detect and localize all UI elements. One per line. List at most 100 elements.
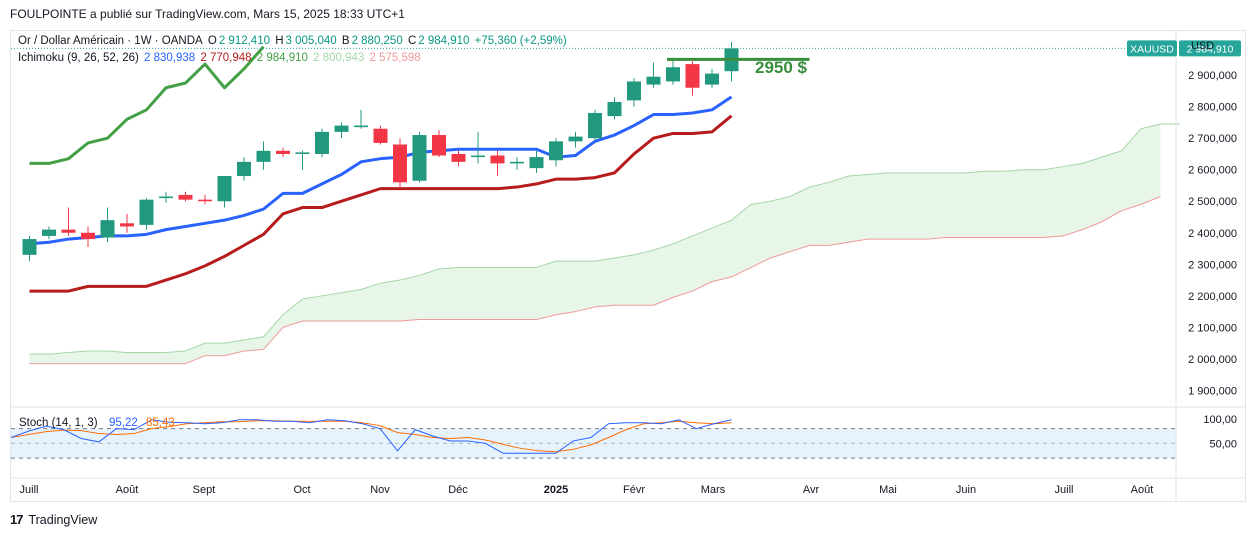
annotation-2950[interactable]: 2950 $: [755, 58, 808, 77]
price-tick-label: 2 000,000: [1188, 354, 1237, 366]
annotation-layer: [11, 47, 1176, 61]
candles: [22, 42, 739, 262]
ichimoku-label[interactable]: Ichimoku (9, 26, 52, 26): [18, 52, 139, 64]
time-axis-label: Mai: [879, 484, 897, 496]
candle-body: [354, 125, 368, 128]
candle-body: [100, 220, 115, 238]
ichimoku-cloud: [29, 123, 1180, 365]
candle-body: [178, 194, 193, 200]
candle-body: [705, 73, 719, 85]
candle-body: [666, 67, 680, 82]
stoch-d-value: 85,43: [146, 417, 175, 429]
candle-body: [295, 152, 310, 154]
time-axis-label: Déc: [448, 484, 468, 496]
candle-body: [159, 196, 173, 199]
price-tick-label: 2 700,000: [1188, 133, 1237, 145]
tradingview-logo-icon[interactable]: 17: [10, 512, 24, 527]
price-tick-label: 2 400,000: [1188, 228, 1237, 240]
time-axis-label: Nov: [370, 484, 390, 496]
candle-body: [432, 135, 446, 156]
span-a-line: [29, 123, 1180, 355]
candle-body: [61, 229, 76, 233]
time-axis-label: Août: [116, 484, 139, 496]
price-tick-label: 2 100,000: [1188, 322, 1237, 334]
open-label: O: [207, 35, 217, 47]
candle-body: [139, 199, 154, 225]
high-value: 3 005,040: [285, 35, 337, 47]
tenkan-value: 2 830,938: [144, 52, 196, 64]
stoch-k-value: 95,22: [109, 417, 138, 429]
price-tick-label: 2 800,000: [1188, 102, 1237, 114]
candle-body: [412, 135, 427, 181]
stoch-label: Stoch (14, 1, 3): [19, 417, 98, 429]
candle-body: [256, 150, 271, 162]
stoch-d-line: [11, 420, 732, 453]
candle-body: [588, 112, 602, 139]
stoch-pane: Stoch (14, 1, 3) 95,22 85,43: [11, 417, 1176, 459]
symbol-tag: XAUUSD: [1130, 43, 1174, 55]
close-label: C: [407, 35, 417, 47]
price-tick-label: 2 300,000: [1188, 259, 1237, 271]
last-price-tags: XAUUSD 2 984,910: [1127, 40, 1241, 57]
candle-body: [42, 229, 56, 236]
symbol-tag-bg: [1127, 40, 1177, 57]
time-axis-label: Avr: [803, 484, 820, 496]
price-tick-label: 2 900,000: [1188, 70, 1237, 82]
candle-body: [529, 157, 544, 169]
candle-body: [22, 239, 37, 255]
chart-panel[interactable]: Stoch (14, 1, 3) 95,22 85,43 2 900,000 2 80…: [10, 30, 1246, 502]
candle-body: [627, 81, 641, 101]
low-label: B: [341, 35, 350, 47]
candle-body: [490, 155, 505, 164]
open-value: 2 912,410: [218, 35, 270, 47]
candle-body: [646, 76, 661, 85]
span-b-value: 2 575,598: [369, 52, 421, 64]
last-price-tag: 2 984,910: [1187, 43, 1234, 55]
price-tick-label: 2 200,000: [1188, 291, 1237, 303]
candle-body: [685, 64, 700, 88]
time-axis-label: Sept: [193, 484, 216, 496]
price-tick-label: 2 500,000: [1188, 196, 1237, 208]
chikou-value: 2 984,910: [256, 52, 308, 64]
footer: 17 TradingView: [10, 512, 97, 527]
kijun-line: [29, 114, 733, 293]
cloud-fill: [29, 124, 1161, 364]
candle-body: [315, 131, 329, 154]
time-axis-label: Févr: [623, 484, 645, 496]
candle-body: [510, 161, 524, 164]
footer-brand[interactable]: TradingView: [28, 512, 98, 527]
high-label: H: [275, 35, 284, 47]
tenkan-line: [29, 95, 733, 246]
time-axis-label: Juill: [1055, 484, 1074, 496]
currency-label: USD: [1191, 40, 1214, 52]
time-axis-label: Juin: [956, 484, 976, 496]
close-value: 2 984,910: [418, 35, 470, 47]
stoch-k-line: [11, 419, 732, 454]
candle-body: [568, 136, 583, 142]
candle-body: [373, 128, 388, 143]
candle-body: [471, 155, 485, 158]
candle-body: [607, 101, 622, 117]
time-axis-label: Juill: [20, 484, 39, 496]
candle-body: [120, 223, 134, 227]
published-header: FOULPOINTE a publié sur TradingView.com,…: [10, 7, 405, 21]
time-axis-label: 2025: [544, 484, 568, 496]
time-axis-label: Mars: [701, 484, 726, 496]
chikou-line: [29, 45, 265, 165]
stoch-tick-50: 50,00: [1209, 438, 1237, 450]
kijun-value: 2 770,948: [200, 52, 252, 64]
change-value: +75,360 (+2,59%): [474, 35, 567, 47]
price-tick-label: 2 600,000: [1188, 165, 1237, 177]
span-b-line: [29, 196, 1161, 365]
candle-body: [198, 199, 212, 202]
time-axis-label: Oct: [293, 484, 310, 496]
candle-body: [334, 125, 349, 132]
price-tick-label: 1 900,000: [1188, 385, 1237, 397]
candle-body: [549, 141, 563, 161]
axes: 2 900,000 2 800,000 2 700,000 2 600,000 2 50…: [11, 31, 1245, 501]
chart-svg[interactable]: Stoch (14, 1, 3) 95,22 85,43 2 900,000 2 80…: [11, 31, 1245, 501]
symbol-label[interactable]: Or / Dollar Américain · 1W · OANDA: [18, 35, 203, 47]
candle-body: [217, 176, 232, 202]
candle-body: [237, 161, 251, 177]
